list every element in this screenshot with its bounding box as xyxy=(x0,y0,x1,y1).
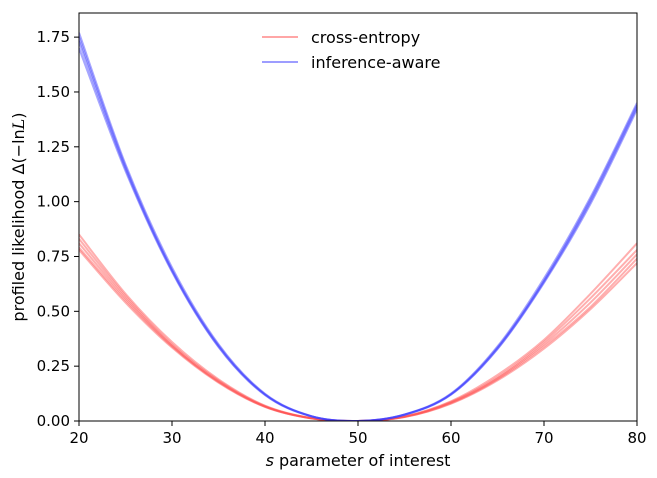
x-tick-label: 80 xyxy=(627,429,646,447)
y-tick-label: 0.50 xyxy=(37,302,70,320)
series-line-inference-aware-0 xyxy=(79,32,637,421)
x-tick-label: 60 xyxy=(441,429,460,447)
x-tick-label: 20 xyxy=(69,429,88,447)
plot-frame xyxy=(78,12,638,422)
x-axis-label-italic: s xyxy=(266,451,274,470)
series-layer xyxy=(79,32,637,421)
x-tick-label: 30 xyxy=(162,429,181,447)
y-tick-label: 0.75 xyxy=(37,247,70,265)
y-axis-label-close: ) xyxy=(9,112,28,118)
y-axis: 0.00 0.25 0.50 0.75 1.00 1.25 1.50 1.75 xyxy=(37,28,79,430)
y-axis-label-text: profiled likelihood Δ(−ln xyxy=(9,129,28,321)
x-tick-label: 70 xyxy=(534,429,553,447)
y-tick-label: 1.50 xyxy=(37,83,70,101)
series-line-cross-entropy-2 xyxy=(79,242,637,421)
legend: cross-entropy inference-aware xyxy=(262,28,440,72)
y-tick-label: 0.00 xyxy=(37,412,70,430)
y-axis-label-symbol: L xyxy=(9,119,28,131)
y-tick-label: 1.25 xyxy=(37,138,70,156)
legend-label-inference-aware: inference-aware xyxy=(311,53,440,72)
series-line-inference-aware-1 xyxy=(79,36,637,421)
y-tick-label: 1.00 xyxy=(37,193,70,211)
series-line-inference-aware-2 xyxy=(79,41,637,421)
series-line-cross-entropy-4 xyxy=(79,249,637,421)
x-axis-label: s parameter of interest xyxy=(266,451,451,470)
y-tick-label: 1.75 xyxy=(37,28,70,46)
series-line-cross-entropy-0 xyxy=(79,233,637,421)
y-tick-label: 0.25 xyxy=(37,357,70,375)
x-axis: 20 30 40 50 60 70 80 xyxy=(69,421,647,447)
series-line-cross-entropy-3 xyxy=(79,247,637,421)
y-axis-label: profiled likelihood Δ(−lnL) xyxy=(9,112,28,321)
series-line-inference-aware-3 xyxy=(79,47,637,421)
x-tick-label: 40 xyxy=(255,429,274,447)
legend-label-cross-entropy: cross-entropy xyxy=(311,28,420,47)
x-axis-label-text: parameter of interest xyxy=(274,451,451,470)
x-tick-label: 50 xyxy=(348,429,367,447)
series-line-cross-entropy-1 xyxy=(79,238,637,421)
